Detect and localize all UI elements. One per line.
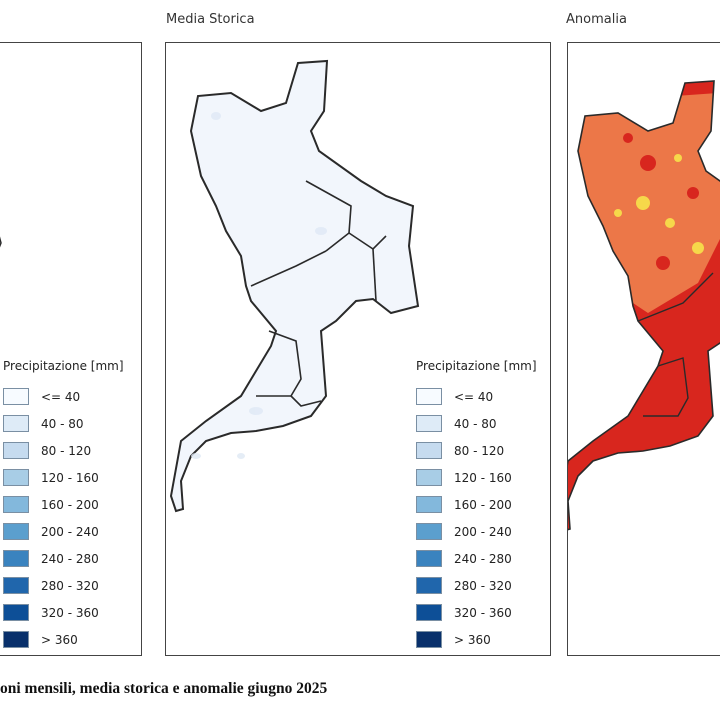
legend-swatch — [416, 415, 442, 432]
media-storica-frame: Precipitazione [mm] <= 40 40 - 80 80 - 120… — [165, 42, 551, 656]
left-map-partial — [0, 236, 2, 248]
legend-rows-middle: <= 40 40 - 80 80 - 120 120 - 160 160 - 200 20… — [416, 383, 537, 653]
legend-swatch — [3, 469, 29, 486]
legend-media-storica: Precipitazione [mm] <= 40 40 - 80 80 - 120… — [416, 359, 537, 653]
legend-item: 80 - 120 — [416, 437, 537, 464]
legend-swatch — [416, 577, 442, 594]
legend-label: 240 - 280 — [454, 551, 512, 566]
legend-item: 240 - 280 — [416, 545, 537, 572]
media-storica-map — [169, 59, 420, 513]
legend-item: 80 - 120 — [3, 437, 124, 464]
calabria-outline-historical — [169, 59, 420, 513]
legend-swatch — [3, 631, 29, 648]
legend-item: > 360 — [3, 626, 124, 653]
legend-item: 160 - 200 — [3, 491, 124, 518]
legend-swatch — [416, 469, 442, 486]
legend-label: 160 - 200 — [41, 497, 99, 512]
legend-item: 120 - 160 — [416, 464, 537, 491]
legend-item: 120 - 160 — [3, 464, 124, 491]
legend-rows-left: <= 40 40 - 80 80 - 120 120 - 160 160 - 200 20… — [3, 383, 124, 653]
legend-label: > 360 — [454, 632, 491, 647]
legend-title: Precipitazione [mm] — [3, 359, 124, 373]
legend-label: 80 - 120 — [41, 443, 92, 458]
legend-label: 240 - 280 — [41, 551, 99, 566]
legend-item: 320 - 360 — [3, 599, 124, 626]
legend-item: 240 - 280 — [3, 545, 124, 572]
anomalia-frame — [567, 42, 720, 656]
legend-swatch — [3, 388, 29, 405]
legend-label: <= 40 — [41, 389, 81, 404]
legend-label: > 360 — [41, 632, 78, 647]
legend-item: > 360 — [416, 626, 537, 653]
legend-swatch — [416, 604, 442, 621]
legend-label: <= 40 — [454, 389, 494, 404]
legend-item: 280 - 320 — [416, 572, 537, 599]
legend-label: 200 - 240 — [41, 524, 99, 539]
panel-title-anomalia: Anomalia — [566, 12, 627, 27]
legend-item: <= 40 — [416, 383, 537, 410]
legend-item: 40 - 80 — [3, 410, 124, 437]
legend-label: 280 - 320 — [454, 578, 512, 593]
legend-swatch — [416, 388, 442, 405]
legend-label: 200 - 240 — [454, 524, 512, 539]
legend-swatch — [416, 631, 442, 648]
legend-item: 280 - 320 — [3, 572, 124, 599]
legend-swatch — [416, 523, 442, 540]
figure-caption: oni mensili, media storica e anomalie gi… — [0, 680, 328, 697]
legend-swatch — [3, 415, 29, 432]
panel-title-media-storica: Media Storica — [166, 12, 255, 27]
legend-item: 200 - 240 — [3, 518, 124, 545]
legend-item: 320 - 360 — [416, 599, 537, 626]
legend-label: 40 - 80 — [41, 416, 84, 431]
legend-item: 160 - 200 — [416, 491, 537, 518]
legend-label: 120 - 160 — [454, 470, 512, 485]
legend-label: 40 - 80 — [454, 416, 497, 431]
legend-swatch — [3, 550, 29, 567]
left-map-frame: Precipitazione [mm] <= 40 40 - 80 80 - 120… — [0, 42, 142, 656]
legend-label: 120 - 160 — [41, 470, 99, 485]
legend-swatch — [3, 442, 29, 459]
legend-left: Precipitazione [mm] <= 40 40 - 80 80 - 120… — [3, 359, 124, 653]
legend-title: Precipitazione [mm] — [416, 359, 537, 373]
legend-swatch — [416, 442, 442, 459]
legend-swatch — [3, 604, 29, 621]
legend-label: 320 - 360 — [454, 605, 512, 620]
legend-item: <= 40 — [3, 383, 124, 410]
legend-swatch — [416, 550, 442, 567]
legend-label: 320 - 360 — [41, 605, 99, 620]
legend-swatch — [3, 523, 29, 540]
anomalia-map — [568, 80, 720, 531]
legend-label: 280 - 320 — [41, 578, 99, 593]
legend-item: 40 - 80 — [416, 410, 537, 437]
legend-swatch — [3, 577, 29, 594]
legend-swatch — [3, 496, 29, 513]
legend-label: 160 - 200 — [454, 497, 512, 512]
legend-label: 80 - 120 — [454, 443, 505, 458]
legend-swatch — [416, 496, 442, 513]
legend-item: 200 - 240 — [416, 518, 537, 545]
